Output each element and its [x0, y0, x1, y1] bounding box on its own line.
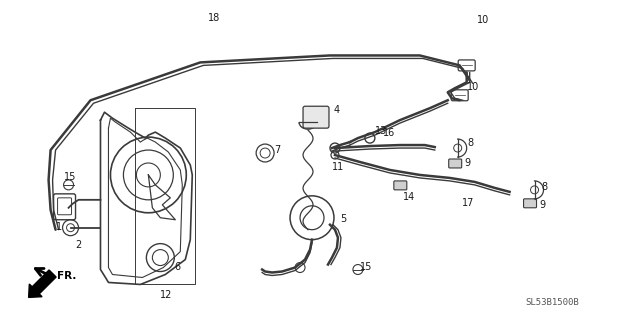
- Text: 15: 15: [63, 172, 76, 182]
- Text: 10: 10: [477, 15, 489, 25]
- Text: 12: 12: [161, 290, 173, 300]
- Text: 2: 2: [76, 240, 82, 250]
- FancyBboxPatch shape: [303, 106, 329, 128]
- Text: 17: 17: [461, 198, 474, 208]
- Text: 14: 14: [403, 192, 415, 202]
- Text: 8: 8: [468, 138, 474, 148]
- FancyBboxPatch shape: [394, 181, 407, 190]
- Text: 16: 16: [383, 128, 395, 138]
- Text: 7: 7: [274, 145, 280, 155]
- Text: 13: 13: [375, 126, 387, 136]
- Text: 6: 6: [174, 262, 180, 271]
- Text: 8: 8: [541, 182, 548, 192]
- FancyBboxPatch shape: [524, 199, 536, 208]
- Polygon shape: [29, 270, 56, 297]
- Text: 10: 10: [467, 82, 479, 92]
- Text: 5: 5: [340, 214, 346, 224]
- Text: 4: 4: [334, 105, 340, 115]
- Text: 1: 1: [56, 222, 61, 232]
- Text: FR.: FR.: [56, 271, 76, 281]
- Text: 18: 18: [208, 13, 221, 23]
- FancyBboxPatch shape: [449, 159, 461, 168]
- Text: 15: 15: [360, 262, 372, 271]
- Text: 9: 9: [465, 158, 471, 168]
- Text: SL53B1500B: SL53B1500B: [525, 298, 579, 307]
- Text: 9: 9: [540, 200, 546, 210]
- Text: 11: 11: [332, 162, 344, 172]
